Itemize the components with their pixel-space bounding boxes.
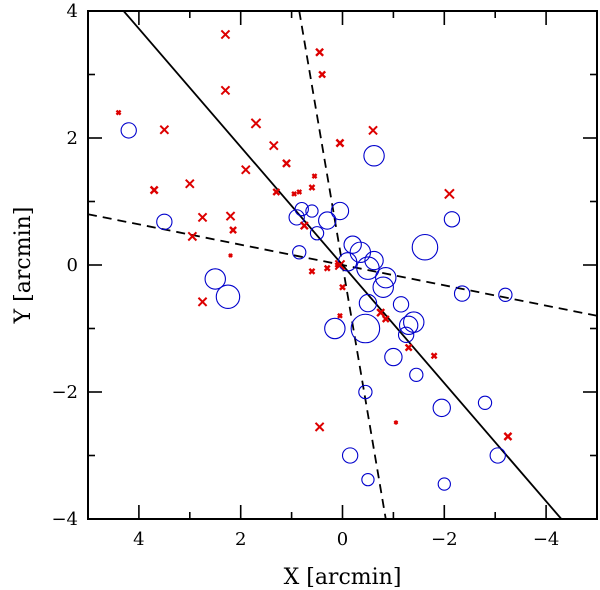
- y-axis-label: Y [arcmin]: [11, 207, 36, 325]
- y-tick-label: −4: [51, 509, 78, 530]
- circle-point: [398, 315, 419, 336]
- circle-point: [324, 317, 346, 340]
- cross-markers: [115, 29, 513, 441]
- cross-point: [220, 85, 231, 96]
- circle-point: [309, 226, 325, 241]
- circle-point: [489, 447, 506, 464]
- circle-point: [292, 245, 307, 260]
- circle-point: [392, 296, 410, 313]
- circle-point: [375, 266, 397, 289]
- cross-point: [404, 343, 413, 352]
- circle-markers: [120, 122, 513, 491]
- tick-labels: 4 2 0 −2 −4 −4 −2 0 2 4: [51, 1, 559, 550]
- circle-point: [409, 367, 424, 383]
- cross-point: [308, 184, 316, 191]
- cross-point: [220, 29, 231, 40]
- cross-point: [241, 164, 251, 175]
- cross-point: [291, 190, 298, 197]
- cross-point: [229, 226, 237, 234]
- cross-point: [337, 312, 343, 319]
- cross-point: [368, 125, 378, 136]
- x-tick-label: 2: [235, 529, 246, 550]
- cross-point: [197, 212, 208, 223]
- circle-point: [343, 235, 362, 254]
- circle-point: [498, 287, 513, 303]
- cross-point: [149, 185, 159, 195]
- circle-point: [437, 477, 451, 491]
- circle-point: [443, 211, 461, 228]
- circle-point: [288, 209, 305, 226]
- cross-point: [334, 262, 341, 268]
- cross-point: [225, 211, 236, 221]
- x-axis-label: X [arcmin]: [284, 565, 402, 590]
- cross-point: [115, 109, 122, 116]
- circle-point: [215, 284, 241, 310]
- circle-point: [305, 204, 319, 218]
- circle-point: [411, 233, 439, 261]
- x-tick-label: −2: [431, 529, 458, 550]
- circle-point: [204, 268, 226, 290]
- y-tick-label: −2: [51, 382, 78, 403]
- circle-point: [294, 201, 309, 217]
- circle-point: [156, 213, 173, 231]
- y-tick-label: 2: [67, 128, 78, 149]
- circle-point: [372, 276, 394, 298]
- cross-point: [323, 264, 331, 272]
- circle-point: [358, 384, 373, 400]
- reference-lines: [87, 10, 598, 520]
- cross-point: [228, 253, 233, 258]
- cross-point: [308, 267, 316, 275]
- circle-point: [120, 122, 137, 139]
- cross-point: [296, 189, 303, 195]
- cross-point: [318, 70, 327, 79]
- cross-point: [185, 178, 195, 189]
- circle-point: [341, 447, 359, 464]
- cross-point: [315, 47, 325, 57]
- circle-point: [318, 211, 337, 230]
- cross-point: [269, 140, 279, 151]
- cross-point: [381, 315, 390, 323]
- cross-point: [159, 124, 170, 135]
- plot-frame: [87, 10, 598, 520]
- cross-point: [197, 297, 208, 307]
- cross-point: [187, 231, 198, 242]
- cross-point: [314, 422, 325, 432]
- cross-point: [282, 158, 291, 168]
- cross-point: [250, 118, 262, 129]
- circle-point: [350, 313, 381, 344]
- cross-point: [311, 173, 318, 179]
- cross-point: [334, 259, 346, 271]
- cross-point: [430, 352, 438, 360]
- cross-point: [444, 188, 455, 200]
- circle-point: [384, 347, 403, 367]
- y-tick-label: 4: [67, 1, 78, 22]
- cross-point: [503, 432, 513, 441]
- cross-point: [376, 308, 386, 318]
- circle-point: [403, 311, 425, 333]
- cross-point: [393, 420, 399, 425]
- circle-point: [432, 398, 451, 418]
- cross-point: [335, 138, 345, 148]
- circle-point: [364, 250, 384, 271]
- axis-ticks: [87, 10, 598, 520]
- x-tick-label: 0: [337, 529, 348, 550]
- cross-point: [299, 221, 309, 231]
- x-tick-label: −4: [533, 529, 560, 550]
- dashed-line-2: [298, 10, 387, 520]
- cross-point: [272, 188, 281, 196]
- y-tick-label: 0: [67, 255, 78, 276]
- circle-point: [358, 293, 378, 313]
- circle-point: [397, 326, 415, 344]
- circle-point: [453, 285, 471, 302]
- circle-point: [477, 395, 493, 410]
- circle-point: [330, 201, 350, 221]
- circle-point: [363, 145, 385, 167]
- circle-point: [361, 472, 375, 487]
- cross-point: [339, 283, 346, 291]
- x-tick-label: 4: [133, 529, 144, 550]
- circle-point: [337, 252, 358, 272]
